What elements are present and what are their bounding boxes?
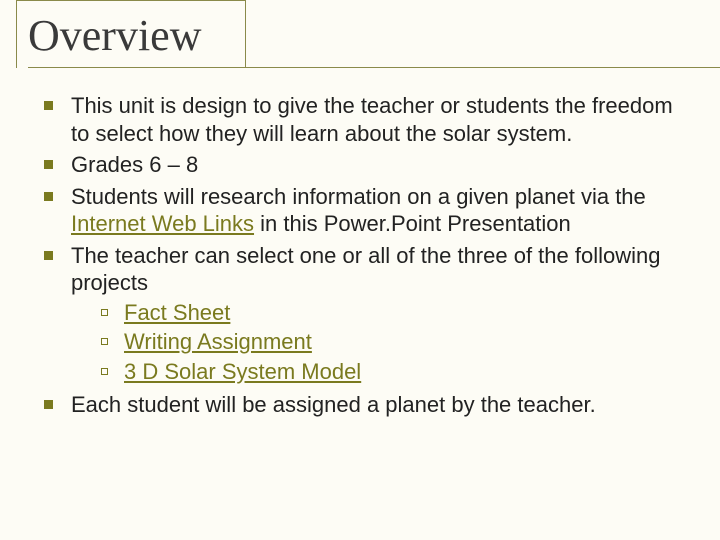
square-bullet-icon	[44, 400, 53, 409]
square-bullet-icon	[44, 101, 53, 110]
bullet-item: Each student will be assigned a planet b…	[44, 391, 690, 419]
bullet-text: The teacher can select one or all of the…	[71, 242, 690, 388]
internet-web-links-link[interactable]: Internet Web Links	[71, 211, 254, 236]
bullet-item: Students will research information on a …	[44, 183, 690, 238]
bullet-item: Grades 6 – 8	[44, 151, 690, 179]
sub-bullet-list: Fact Sheet Writing Assignment	[71, 299, 690, 386]
bullet-list: This unit is design to give the teacher …	[44, 92, 690, 419]
hollow-square-bullet-icon	[101, 368, 108, 375]
bullet-text: Grades 6 – 8	[71, 151, 690, 179]
slide-title: Overview	[28, 10, 720, 61]
bullet-text-after: in this Power.Point Presentation	[254, 211, 571, 236]
hollow-square-bullet-icon	[101, 338, 108, 345]
square-bullet-icon	[44, 251, 53, 260]
bullet-item: The teacher can select one or all of the…	[44, 242, 690, 388]
slide: Overview This unit is design to give the…	[0, 0, 720, 540]
sub-bullet-item: Writing Assignment	[101, 328, 690, 356]
sub-bullet-text: Writing Assignment	[124, 328, 690, 356]
bullet-text-before: Students will research information on a …	[71, 184, 646, 209]
fact-sheet-link[interactable]: Fact Sheet	[124, 300, 230, 325]
sub-bullet-item: Fact Sheet	[101, 299, 690, 327]
bullet-text: Students will research information on a …	[71, 183, 690, 238]
content-region: This unit is design to give the teacher …	[0, 68, 720, 419]
square-bullet-icon	[44, 192, 53, 201]
bullet-text: This unit is design to give the teacher …	[71, 92, 690, 147]
sub-bullet-item: 3 D Solar System Model	[101, 358, 690, 386]
bullet-text: Each student will be assigned a planet b…	[71, 391, 690, 419]
bullet-text-main: The teacher can select one or all of the…	[71, 243, 660, 296]
bullet-item: This unit is design to give the teacher …	[44, 92, 690, 147]
hollow-square-bullet-icon	[101, 309, 108, 316]
sub-bullet-text: 3 D Solar System Model	[124, 358, 690, 386]
square-bullet-icon	[44, 160, 53, 169]
title-underline	[28, 67, 720, 68]
writing-assignment-link[interactable]: Writing Assignment	[124, 329, 312, 354]
sub-bullet-text: Fact Sheet	[124, 299, 690, 327]
solar-system-model-link[interactable]: 3 D Solar System Model	[124, 359, 361, 384]
title-region: Overview	[0, 0, 720, 68]
